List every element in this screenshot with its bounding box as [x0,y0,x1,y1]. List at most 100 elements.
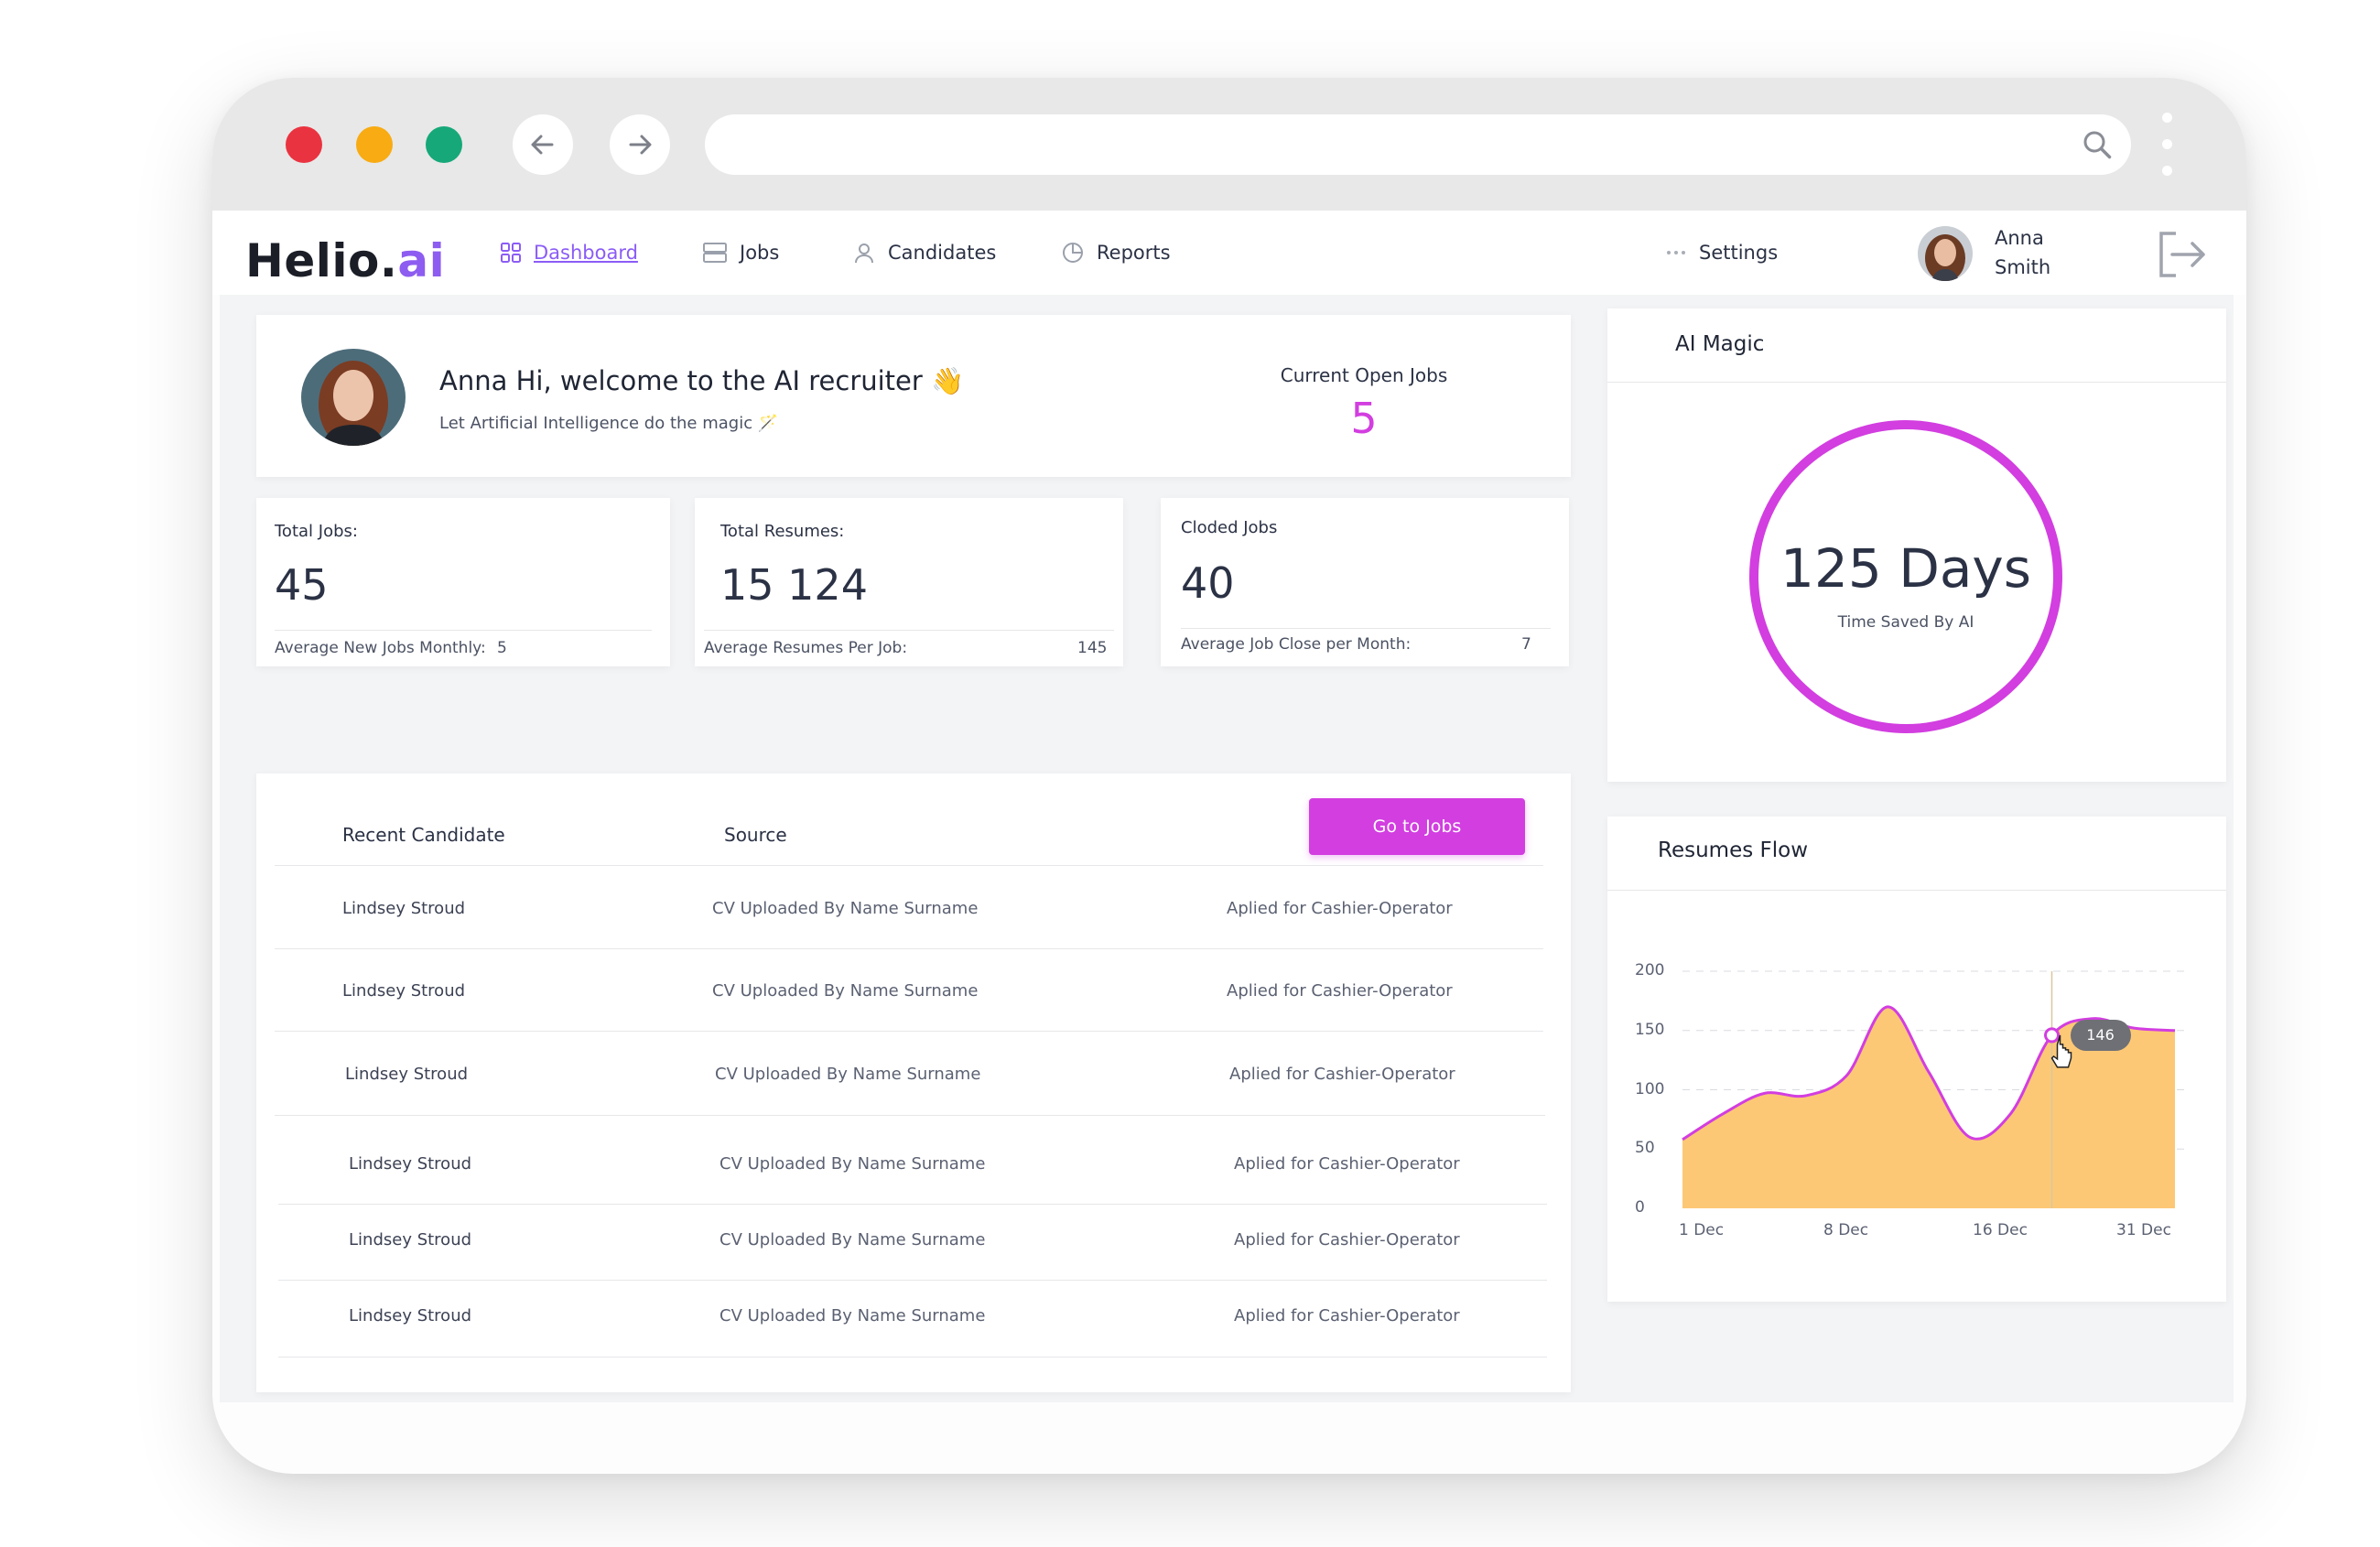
row-divider [278,1280,1547,1281]
ai-magic-card: AI Magic 125 Days Time Saved By AI [1607,308,2226,782]
highlight-point[interactable] [2044,1027,2060,1044]
row-divider [278,1357,1547,1358]
x-tick-label: 8 Dec [1823,1221,1869,1239]
stat-divider [704,630,1114,631]
nav-candidates-label: Candidates [888,242,997,264]
minimize-window-dot[interactable] [356,126,393,163]
maximize-window-dot[interactable] [426,126,462,163]
resumes-flow-title: Resumes Flow [1658,838,1809,862]
candidate-applied: Aplied for Cashier-Operator [1227,899,1453,918]
y-tick-label: 200 [1635,961,1665,979]
header-divider [275,865,1543,866]
x-tick-label: 1 Dec [1679,1221,1725,1239]
user-avatar[interactable] [1917,225,1974,282]
candidate-source: CV Uploaded By Name Surname [715,1065,981,1084]
stat-foot-label: Average Resumes Per Job: [704,639,908,657]
y-tick-label: 150 [1635,1020,1665,1039]
candidate-name: Lindsey Stroud [342,981,466,1001]
stat-foot-value: 145 [1077,639,1108,657]
stat-value: 15 124 [720,560,868,610]
open-jobs-label: Current Open Jobs [1280,364,1448,386]
stat-value: 40 [1181,558,1235,608]
y-tick-label: 0 [1635,1198,1645,1217]
y-tick-label: 50 [1635,1139,1655,1158]
welcome-title: Anna Hi, welcome to the AI recruiter 👋 [439,365,965,396]
stat-label: Total Jobs: [275,522,358,541]
series-line [1682,1005,2176,1141]
more-dots-icon [1666,250,1686,255]
nav-dashboard[interactable]: Dashboard [501,211,638,295]
nav-jobs[interactable]: Jobs [703,211,779,295]
forward-button[interactable] [610,114,670,175]
candidate-source: CV Uploaded By Name Surname [719,1154,986,1174]
header-source: Source [724,824,787,846]
time-saved-value: 125 Days [1780,537,2031,600]
back-button[interactable] [513,114,573,175]
browser-menu-icon[interactable] [2162,113,2173,177]
user-first-name: Anna [1995,227,2044,249]
dashboard-content: Anna Hi, welcome to the AI recruiter 👋 L… [220,295,2234,1402]
user-icon [853,242,875,264]
nav-reports[interactable]: Reports [1062,211,1171,295]
candidate-name: Lindsey Stroud [345,1065,469,1084]
ai-magic-title: AI Magic [1675,332,1765,356]
ai-magic-divider [1607,382,2226,383]
nav-reports-label: Reports [1097,242,1171,264]
helio-logo[interactable]: Helio.ai [245,234,446,287]
resumes-flow-chart: 0 50 100 150 200 146 1 Dec 8 Dec 16 Dec 31 Dec [1607,817,2226,1302]
stat-foot-value: 5 [497,639,507,657]
stat-foot-label: Average New Jobs Monthly: [275,639,486,657]
search-icon[interactable] [2081,128,2114,161]
nav-jobs-label: Jobs [740,242,780,264]
row-divider [275,1115,1545,1116]
stat-label: Total Resumes: [720,522,845,541]
welcome-card: Anna Hi, welcome to the AI recruiter 👋 L… [256,315,1571,477]
time-saved-caption: Time Saved By AI [1837,613,1974,632]
stat-foot-value: 7 [1521,635,1531,654]
recent-candidates-card: Recent Candidate Source Go to Jobs Linds… [256,774,1571,1392]
go-to-jobs-button[interactable]: Go to Jobs [1309,798,1525,855]
arrow-right-icon [629,135,652,155]
candidate-applied: Aplied for Cashier-Operator [1234,1306,1460,1325]
open-jobs-value: 5 [1350,394,1378,443]
nav-settings[interactable]: Settings [1666,211,1778,295]
app-header: Helio.ai Dashboard Jobs Candidates Repor… [212,211,2246,295]
stat-value: 45 [275,560,329,610]
address-bar[interactable] [705,114,2131,175]
resumes-flow-card: Resumes Flow 0 50 100 150 200 146 1 Dec 8 Dec 16… [1607,817,2226,1302]
resumes-flow-divider [1607,890,2226,891]
logout-icon[interactable] [2158,231,2209,278]
stat-label: Cloded Jobs [1181,518,1278,537]
user-name[interactable]: Anna Smith [1995,223,2050,282]
candidate-source: CV Uploaded By Name Surname [712,899,979,918]
stat-card-total-resumes: Total Resumes: 15 124 Average Resumes Pe… [695,498,1123,666]
browser-toolbar [212,78,2246,211]
stat-card-total-jobs: Total Jobs: 45 Average New Jobs Monthly:… [256,498,670,666]
x-tick-label: 16 Dec [1973,1221,2028,1239]
time-saved-ring [1749,420,2062,733]
user-last-name: Smith [1995,256,2051,278]
row-divider [278,1204,1547,1205]
x-tick-label: 31 Dec [2116,1221,2171,1239]
row-divider [275,948,1543,949]
browser-window: Helio.ai Dashboard Jobs Candidates Repor… [212,78,2246,1474]
close-window-dot[interactable] [286,126,322,163]
candidate-source: CV Uploaded By Name Surname [712,981,979,1001]
stat-divider [275,630,652,631]
grid-icon [501,243,521,263]
hand-cursor-icon [2050,1034,2072,1068]
stat-foot-label: Average Job Close per Month: [1181,635,1412,654]
stat-divider [1181,628,1551,629]
candidate-name: Lindsey Stroud [342,899,466,918]
welcome-subtitle: Let Artificial Intelligence do the magic… [439,414,779,433]
candidate-applied: Aplied for Cashier-Operator [1234,1154,1460,1174]
area-chart-svg [1682,970,2184,1208]
candidate-name: Lindsey Stroud [349,1306,472,1325]
header-recent-candidate: Recent Candidate [342,824,505,846]
candidate-applied: Aplied for Cashier-Operator [1227,981,1453,1001]
nav-candidates[interactable]: Candidates [853,211,996,295]
nav-settings-label: Settings [1699,242,1779,264]
arrow-left-icon [531,135,554,155]
y-tick-label: 100 [1635,1079,1665,1098]
candidate-name: Lindsey Stroud [349,1230,472,1250]
